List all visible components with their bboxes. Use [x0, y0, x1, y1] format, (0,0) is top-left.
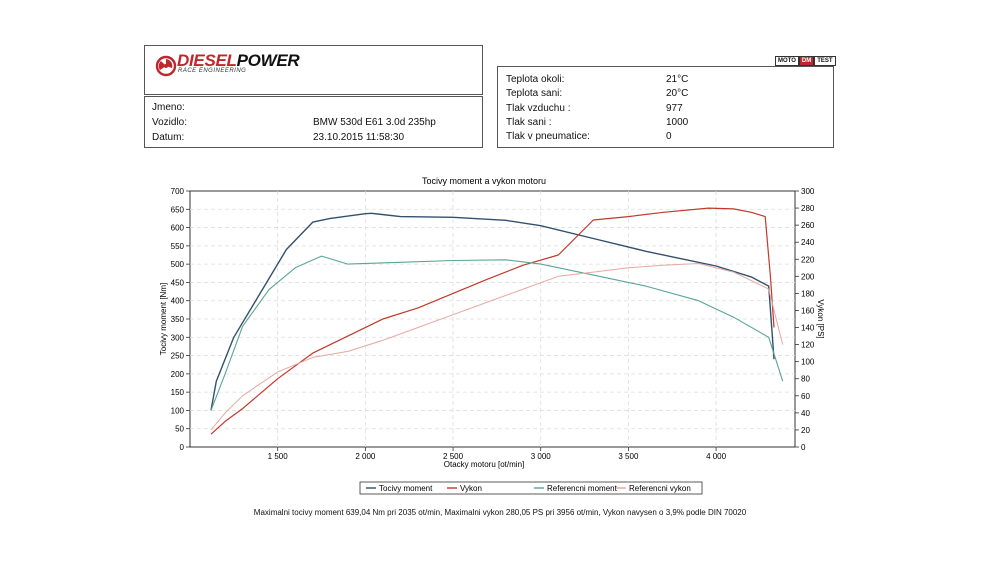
vehicle-value: BMW 530d E61 3.0d 235hp: [313, 117, 436, 128]
logo-box: DIESELPOWER RACE ENGINEERING: [144, 45, 483, 95]
x-tick-label: 3 500: [618, 452, 639, 461]
x-tick-label: 2 500: [443, 452, 464, 461]
y2-tick-label: 240: [801, 238, 815, 247]
y-axis-label: Tocivy moment [Nm]: [159, 283, 168, 355]
cond-label: Tlak v pneumatice:: [506, 131, 590, 142]
series-line-3: [210, 263, 784, 431]
y-tick-label: 150: [171, 388, 185, 397]
y-tick-label: 400: [171, 297, 185, 306]
y2-tick-label: 80: [801, 375, 810, 384]
date-label: Datum:: [152, 132, 185, 143]
y-tick-label: 500: [171, 260, 185, 269]
y-tick-label: 300: [171, 333, 185, 342]
y2-axis-label: Vykon [PS]: [816, 299, 825, 338]
legend-label: Vykon: [460, 484, 482, 493]
conditions-box: Teplota okoli: 21°C Teplota sani: 20°C T…: [497, 66, 834, 148]
series-line-0: [210, 212, 775, 411]
y-tick-label: 550: [171, 242, 185, 251]
legend-label: Referencni moment: [547, 484, 618, 493]
legend: [359, 481, 703, 495]
turbo-logo-icon: [155, 55, 177, 77]
y2-tick-label: 220: [801, 255, 815, 264]
x-axis-label: Otacky motoru [ot/min]: [444, 460, 524, 469]
y-tick-label: 0: [180, 443, 185, 452]
y-tick-label: 250: [171, 352, 185, 361]
y-tick-label: 100: [171, 406, 185, 415]
y-tick-label: 600: [171, 224, 185, 233]
brand-part1: DIESEL: [177, 51, 237, 70]
cond-label: Tlak sani :: [506, 117, 552, 128]
brand-logo-text: DIESELPOWER: [177, 51, 300, 71]
y2-tick-label: 300: [801, 187, 815, 196]
x-tick-label: 3 000: [531, 452, 552, 461]
y2-tick-label: 40: [801, 409, 810, 418]
y2-tick-label: 60: [801, 392, 810, 401]
date-value: 23.10.2015 11:58:30: [313, 132, 405, 143]
y-tick-label: 450: [171, 278, 185, 287]
brand-tagline: RACE ENGINEERING: [178, 68, 247, 74]
badge-left: MOTO: [775, 56, 799, 66]
y-tick-label: 200: [171, 370, 185, 379]
cond-label: Teplota okoli:: [506, 74, 565, 85]
vehicle-label: Vozidlo:: [152, 117, 188, 128]
cond-label: Tlak vzduchu :: [506, 103, 571, 114]
vehicle-info-box: Jmeno: Vozidlo: BMW 530d E61 3.0d 235hp …: [144, 96, 483, 148]
badge-right: TEST: [814, 56, 836, 66]
motodm-test-badge: MOTO DM TEST: [775, 56, 836, 66]
chart-title: Tocivy moment a vykon motoru: [422, 176, 546, 186]
legend-items: Tocivy moment Vykon Referencni moment Refer…: [366, 484, 691, 493]
y2-tick-label: 260: [801, 221, 815, 230]
y2-tick-label: 120: [801, 341, 815, 350]
y-tick-label: 650: [171, 205, 185, 214]
y2-tick-label: 0: [801, 443, 806, 452]
cond-value: 20°C: [666, 88, 689, 99]
y2-tick-label: 280: [801, 204, 815, 213]
brand-part2: POWER: [236, 51, 300, 70]
y2-tick-label: 20: [801, 426, 810, 435]
series-line-2: [210, 255, 784, 411]
x-tick-label: 2 000: [355, 452, 376, 461]
x-tick-label: 4 000: [706, 452, 727, 461]
cond-value: 21°C: [666, 74, 689, 85]
cond-value: 1000: [666, 117, 689, 128]
x-tick-label: 1 500: [268, 452, 289, 461]
cond-label: Teplota sani:: [506, 88, 563, 99]
name-label: Jmeno:: [152, 102, 185, 113]
y2-tick-label: 100: [801, 358, 815, 367]
series-layer: [210, 207, 784, 435]
summary-footer: Maximalni tocivy moment 639,04 Nm pri 20…: [253, 508, 747, 517]
y-tick-label: 50: [175, 425, 184, 434]
legend-label: Tocivy moment: [379, 484, 433, 493]
y-tick-label: 700: [171, 187, 185, 196]
y2-tick-label: 160: [801, 306, 815, 315]
cond-value: 0: [666, 131, 672, 142]
y2-tick-label: 140: [801, 324, 815, 333]
y2-tick-label: 180: [801, 289, 815, 298]
y-tick-label: 350: [171, 315, 185, 324]
series-line-1: [210, 207, 775, 435]
legend-label: Referencni vykon: [629, 484, 691, 493]
badge-mid: DM: [798, 56, 815, 66]
axis-layer: 0501001502002503003504004505005506006507…: [171, 187, 815, 461]
cond-value: 977: [666, 103, 683, 114]
y2-tick-label: 200: [801, 272, 815, 281]
